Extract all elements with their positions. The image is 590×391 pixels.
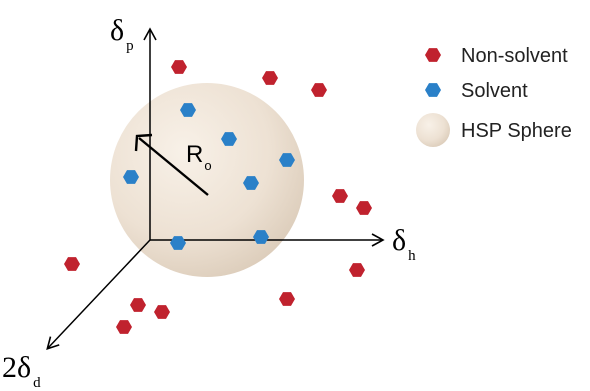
- legend-symbols: [416, 48, 450, 147]
- radius-arrow: [138, 137, 209, 196]
- solvent-point: [180, 103, 196, 117]
- legend-sphere-icon: [416, 113, 450, 147]
- radius-label: Ro: [186, 141, 212, 173]
- non-solvent-point: [154, 305, 170, 319]
- solvent-point: [243, 176, 259, 190]
- non-solvent-point: [349, 263, 365, 277]
- legend-non-solvent-label: Non-solvent: [461, 45, 568, 67]
- legend-solvent-label: Solvent: [461, 80, 528, 102]
- non-solvent-point: [262, 71, 278, 85]
- points-layer: [64, 60, 372, 334]
- non-solvent-point: [171, 60, 187, 74]
- radius-arrowhead: [134, 133, 153, 152]
- non-solvent-point: [130, 298, 146, 312]
- non-solvent-point: [311, 83, 327, 97]
- solvent-point: [221, 132, 237, 146]
- legend-non-solvent-icon: [425, 48, 441, 62]
- solvent-point: [123, 170, 139, 184]
- non-solvent-point: [64, 257, 80, 271]
- hsp-sphere: [110, 83, 304, 277]
- axis-d: [46, 239, 151, 350]
- solvent-point: [279, 153, 295, 167]
- legend-sphere-label: HSP Sphere: [461, 120, 572, 142]
- non-solvent-point: [332, 189, 348, 203]
- solvent-point: [253, 230, 269, 244]
- non-solvent-point: [116, 320, 132, 334]
- solvent-point: [170, 236, 186, 250]
- non-solvent-point: [356, 201, 372, 215]
- axis-d-label: 2δ d: [2, 351, 41, 391]
- non-solvent-point: [279, 292, 295, 306]
- legend-solvent-icon: [425, 83, 441, 97]
